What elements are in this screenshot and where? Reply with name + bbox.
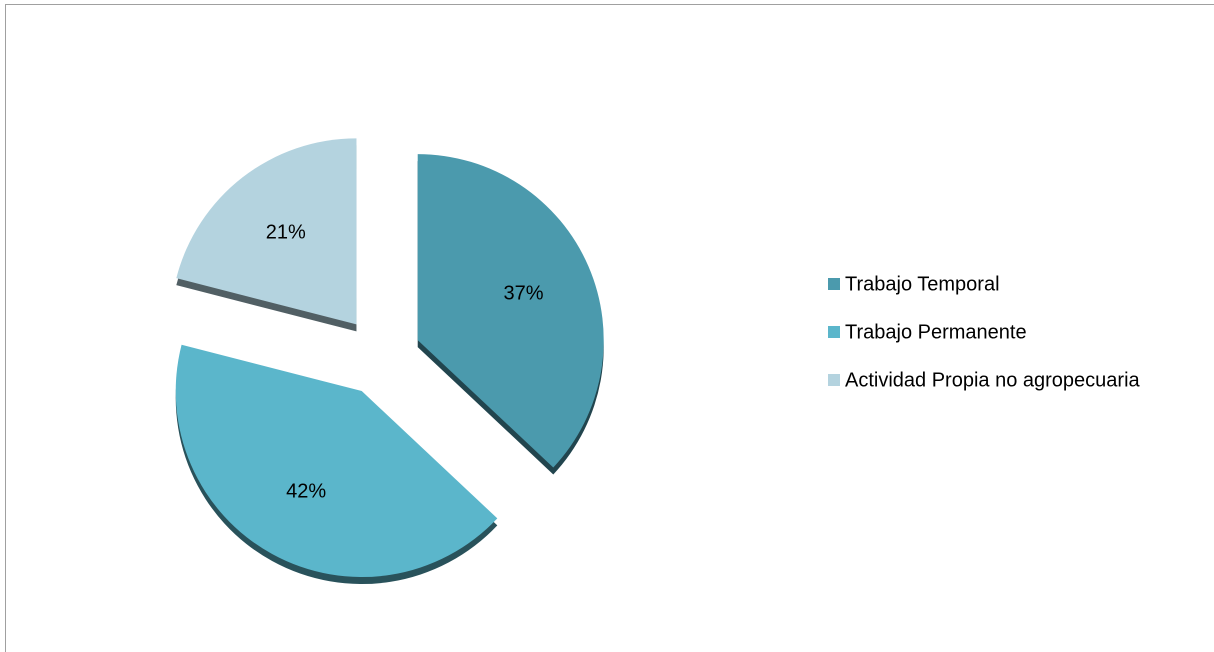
legend-swatch (828, 374, 840, 386)
data-label: 37% (504, 283, 544, 305)
legend-swatch (828, 278, 840, 290)
legend-label: Trabajo Permanente (845, 321, 1027, 343)
legend-label: Trabajo Temporal (845, 273, 1000, 295)
legend-label: Actividad Propia no agropecuaria (845, 369, 1141, 391)
legend-swatch (828, 326, 840, 338)
slice (175, 344, 498, 578)
chart-frame (5, 4, 1214, 652)
slice (417, 154, 604, 468)
legend: Trabajo Temporal Trabajo Permanente Activi… (828, 273, 1141, 391)
slice (176, 138, 357, 325)
data-label: 42% (286, 480, 326, 502)
pie: 37% 42% 21% (175, 138, 604, 585)
data-label: 21% (266, 222, 306, 244)
